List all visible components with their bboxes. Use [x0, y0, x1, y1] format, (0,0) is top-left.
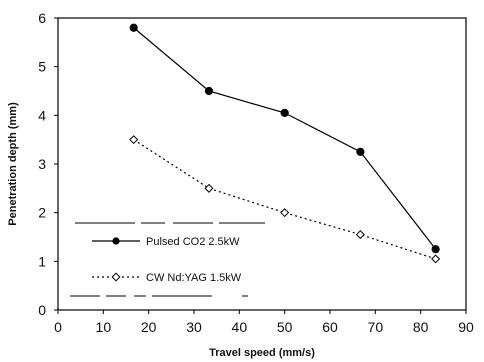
legend-label: CW Nd:YAG 1.5kW [146, 272, 242, 284]
data-point [431, 245, 440, 254]
y-tick-label: 3 [38, 156, 46, 172]
x-tick-label: 30 [186, 319, 202, 335]
data-point [129, 135, 139, 145]
legend-label: Pulsed CO2 2.5kW [146, 236, 240, 248]
data-point [129, 23, 138, 32]
data-point [431, 254, 441, 264]
legend-entry-2: CW Nd:YAG 1.5kW [92, 272, 242, 284]
plot-area-frame [57, 17, 467, 311]
x-tick-label: 70 [368, 319, 384, 335]
series-1 [129, 23, 440, 254]
x-tick-label: 40 [232, 319, 248, 335]
series-layer [129, 23, 441, 264]
y-tick-label: 0 [38, 302, 46, 318]
y-tick-label: 5 [38, 59, 46, 75]
x-tick-label: 60 [322, 319, 338, 335]
legend-marker [112, 237, 120, 245]
y-axis-ticks: 0 1 2 3 4 5 6 [38, 10, 58, 318]
axes [57, 17, 467, 311]
series-2 [129, 135, 441, 264]
x-tick-label: 10 [96, 319, 112, 335]
x-tick-label: 20 [141, 319, 157, 335]
data-point [355, 230, 365, 240]
legend-entries: Pulsed CO2 2.5kW CW Nd:YAG 1.5kW [92, 236, 242, 284]
x-axis-ticks: 0 10 20 30 40 50 60 70 80 90 [54, 310, 474, 335]
data-point [356, 147, 365, 156]
legend-entry-1: Pulsed CO2 2.5kW [92, 236, 240, 248]
legend-marker [111, 272, 121, 282]
y-axis-label: Penetration depth (mm) [7, 102, 19, 226]
data-point [204, 86, 214, 96]
data-point [204, 183, 214, 193]
legend: Pulsed CO2 2.5kW CW Nd:YAG 1.5kW [70, 222, 265, 297]
y-tick-label: 1 [38, 253, 46, 269]
y-tick-label: 6 [38, 10, 46, 26]
y-tick-label: 2 [38, 205, 46, 221]
x-axis-label: Travel speed (mm/s) [209, 347, 315, 359]
data-point [280, 208, 290, 218]
x-tick-label: 80 [413, 319, 429, 335]
x-tick-label: 50 [277, 319, 293, 335]
x-tick-label: 90 [458, 319, 474, 335]
y-tick-label: 4 [38, 107, 46, 123]
data-point [280, 108, 289, 118]
x-tick-label: 0 [54, 319, 62, 335]
